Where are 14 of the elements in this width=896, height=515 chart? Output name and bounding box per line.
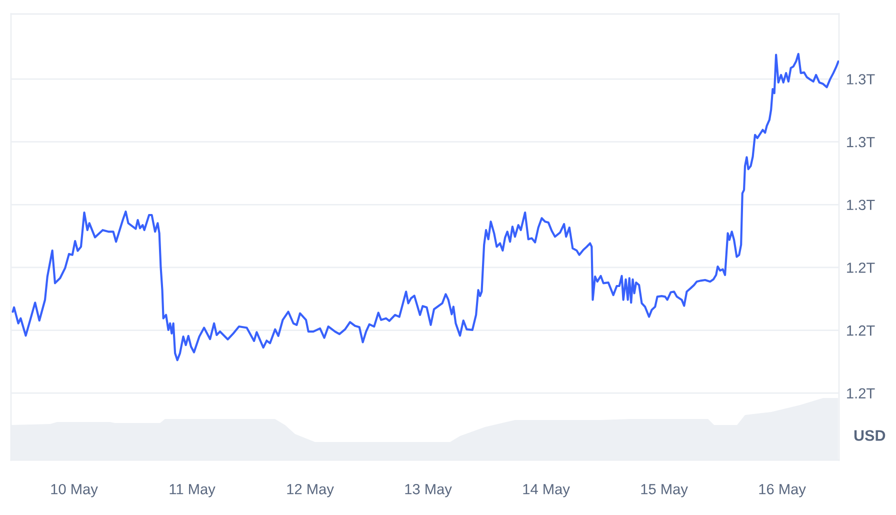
y-tick-label: 1.3T [847,200,875,210]
x-tick-label: 14 May [523,484,570,498]
y-tick-label: 1.3T [847,136,875,148]
x-tick-label: 12 May [287,484,334,498]
x-tick-label: 15 May [641,484,688,498]
y-tick-label: 1.2T [847,388,875,398]
x-tick-label: 10 May [51,484,98,498]
y-tick-label: 1.3T [847,74,875,84]
x-tick-label: 16 May [759,484,806,498]
y-axis-title: USD [854,430,886,441]
y-tick-label: 1.2T [847,262,875,273]
y-tick-label: 1.2T [847,325,875,336]
x-tick-label: 11 May [170,484,216,498]
x-tick-label: 13 May [405,484,452,498]
